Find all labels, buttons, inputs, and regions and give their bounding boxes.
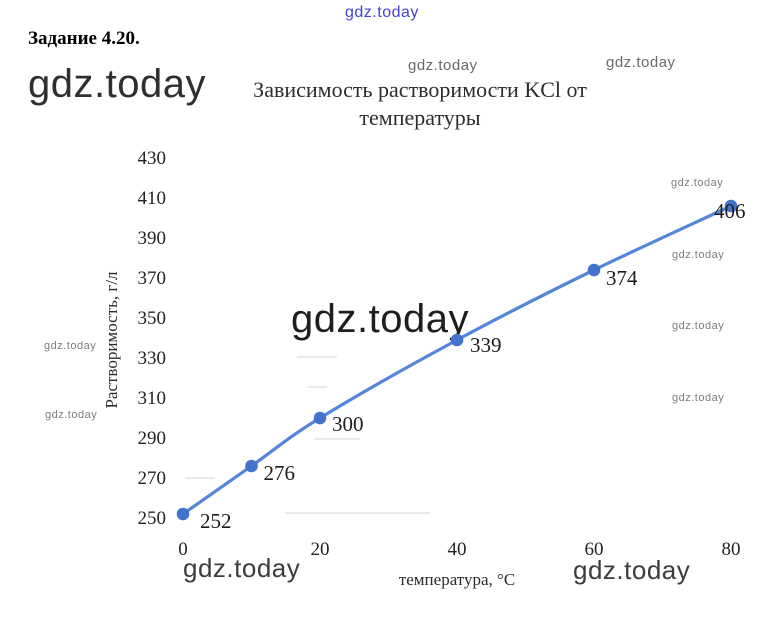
x-tick-label: 40 xyxy=(448,539,467,560)
watermark-title-left: gdz.today xyxy=(28,62,206,106)
y-tick-label: 410 xyxy=(138,188,167,209)
watermark-right-3: gdz.today xyxy=(672,320,725,332)
watermark-bottom-left: gdz.today xyxy=(183,553,301,583)
watermark-left-1: gdz.today xyxy=(44,340,97,352)
chart-title: Зависимость растворимости KCl от темпера… xyxy=(160,76,680,132)
y-tick-label: 430 xyxy=(138,148,167,169)
data-point-marker xyxy=(176,507,190,521)
data-point-marker xyxy=(245,459,258,473)
data-point-marker xyxy=(313,411,327,425)
watermark-right-1: gdz.today xyxy=(671,177,724,189)
y-tick-label: 250 xyxy=(138,508,167,529)
y-tick-label: 270 xyxy=(138,468,167,489)
data-point-label: 406 xyxy=(714,199,746,223)
watermark-title-small-2: gdz.today xyxy=(606,54,676,71)
y-tick-label: 350 xyxy=(138,308,167,329)
watermark-top-blue: gdz.today xyxy=(345,4,419,21)
watermark-left-2: gdz.today xyxy=(45,409,98,421)
y-tick-label: 390 xyxy=(138,228,167,249)
chart-title-line-1: Зависимость растворимости KCl от xyxy=(253,77,587,102)
watermark-title-small-1: gdz.today xyxy=(408,57,478,74)
data-point-marker xyxy=(450,333,464,347)
watermark-bottom-right: gdz.today xyxy=(573,555,691,585)
y-tick-label: 290 xyxy=(138,428,167,449)
y-tick-label: 310 xyxy=(138,388,167,409)
watermark-right-2: gdz.today xyxy=(672,249,725,261)
data-point-label: 300 xyxy=(332,412,364,436)
watermark-center: gdz.today xyxy=(291,297,469,341)
task-label: Задание 4.20. xyxy=(28,28,140,49)
x-tick-label: 0 xyxy=(178,539,188,560)
y-tick-label: 370 xyxy=(138,268,167,289)
data-point-label: 252 xyxy=(200,509,232,533)
x-tick-label: 20 xyxy=(311,539,330,560)
x-axis-title: температура, °С xyxy=(398,570,516,589)
data-point-label: 374 xyxy=(606,266,638,290)
data-point-label: 276 xyxy=(264,461,296,485)
data-point-marker xyxy=(587,263,601,277)
x-tick-label: 80 xyxy=(722,539,741,560)
data-point-label: 339 xyxy=(470,333,502,357)
y-tick-label: 330 xyxy=(138,348,167,369)
chart-title-line-2: температуры xyxy=(359,105,481,130)
x-tick-label: 60 xyxy=(585,539,604,560)
data-point-marker xyxy=(724,199,738,213)
watermark-right-4: gdz.today xyxy=(672,392,725,404)
